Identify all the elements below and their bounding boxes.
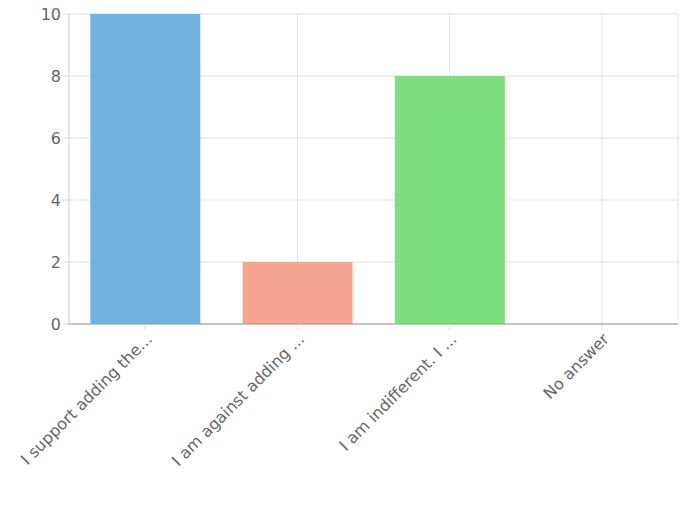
svg-text:6: 6 — [51, 129, 61, 148]
svg-text:I am against adding ...: I am against adding ... — [168, 329, 308, 469]
svg-text:4: 4 — [51, 191, 61, 210]
svg-text:No answer: No answer — [539, 329, 613, 403]
svg-text:0: 0 — [51, 315, 61, 334]
svg-text:I support adding the...: I support adding the... — [17, 329, 156, 468]
svg-text:10: 10 — [41, 8, 61, 24]
svg-text:2: 2 — [51, 253, 61, 272]
svg-text:8: 8 — [51, 67, 61, 86]
svg-text:I am indifferent. I ...: I am indifferent. I ... — [335, 329, 460, 454]
